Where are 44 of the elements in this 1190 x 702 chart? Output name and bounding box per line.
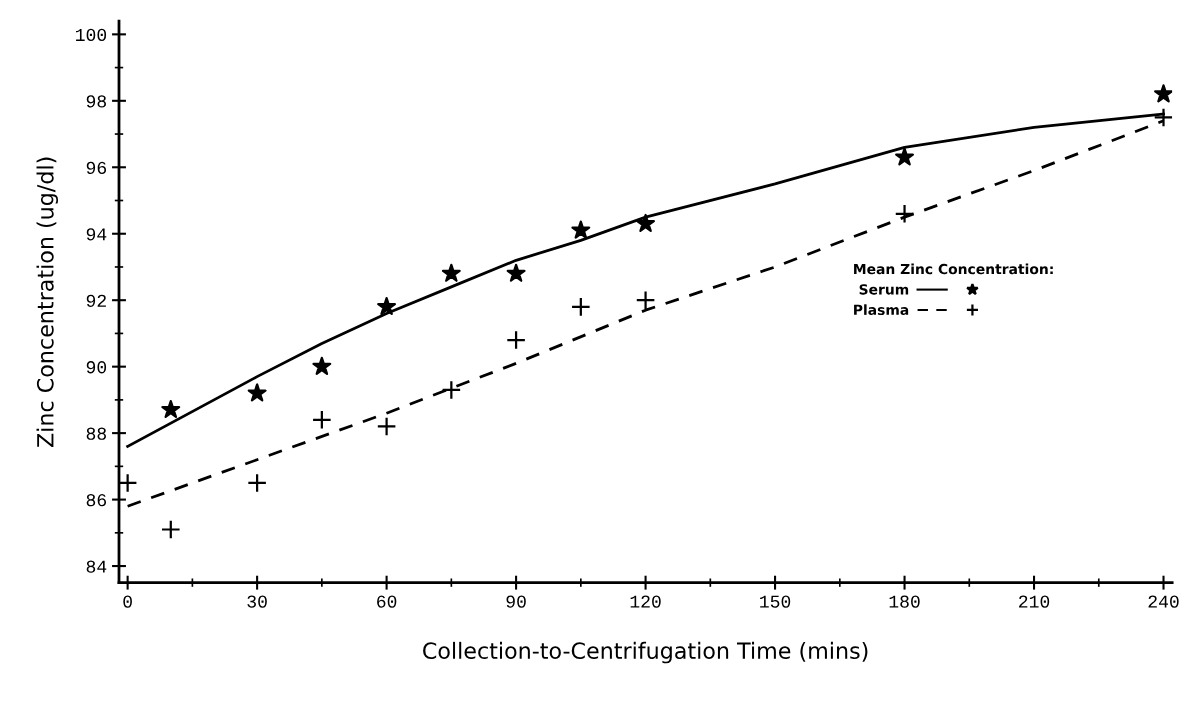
x-tick-label: 60 (377, 595, 397, 608)
y-tick-label: 84 (86, 560, 107, 573)
x-tick-label: 30 (247, 595, 267, 608)
point (1153, 107, 1173, 128)
y-tick-label: 96 (86, 161, 107, 174)
point (312, 356, 332, 375)
y-tick-label: 100 (75, 28, 107, 42)
x-tick-label: 0 (123, 595, 132, 608)
point (376, 416, 397, 437)
y-tick-label: 90 (86, 361, 107, 374)
legend-label: Plasma (854, 304, 909, 316)
y-tick-label: 92 (86, 294, 106, 307)
point (506, 263, 526, 282)
point (570, 296, 591, 317)
point (441, 380, 462, 400)
x-tick-label: 120 (630, 595, 661, 608)
point (571, 220, 591, 239)
point (636, 213, 656, 232)
x-tick-label: 90 (506, 595, 526, 608)
point (247, 383, 267, 402)
point (441, 263, 461, 282)
point (119, 473, 138, 493)
y-tick-label: 86 (86, 494, 107, 507)
x-tick-label: 180 (889, 595, 920, 608)
x-tick-label: 150 (760, 595, 791, 608)
point (895, 147, 915, 166)
x-tick-label: 210 (1019, 595, 1050, 608)
legend-title: Mean Zinc Concentration: (854, 263, 1053, 275)
point (311, 409, 332, 430)
x-tick-label: 240 (1148, 595, 1179, 608)
y-axis-title: Zinc Concentration (ug/dl) (36, 157, 59, 448)
point (377, 296, 397, 316)
point (1154, 84, 1173, 103)
legend-label: Serum (859, 284, 909, 295)
point (160, 519, 181, 540)
point (506, 330, 526, 350)
y-tick-label: 88 (86, 427, 106, 440)
y-tick-label: 94 (86, 228, 107, 241)
point (161, 399, 181, 419)
point (894, 203, 915, 224)
point (635, 290, 656, 311)
x-axis-title: Collection-to-Centrifugation Time (mins) (423, 641, 868, 664)
y-tick-label: 98 (86, 95, 106, 108)
point (247, 473, 268, 493)
